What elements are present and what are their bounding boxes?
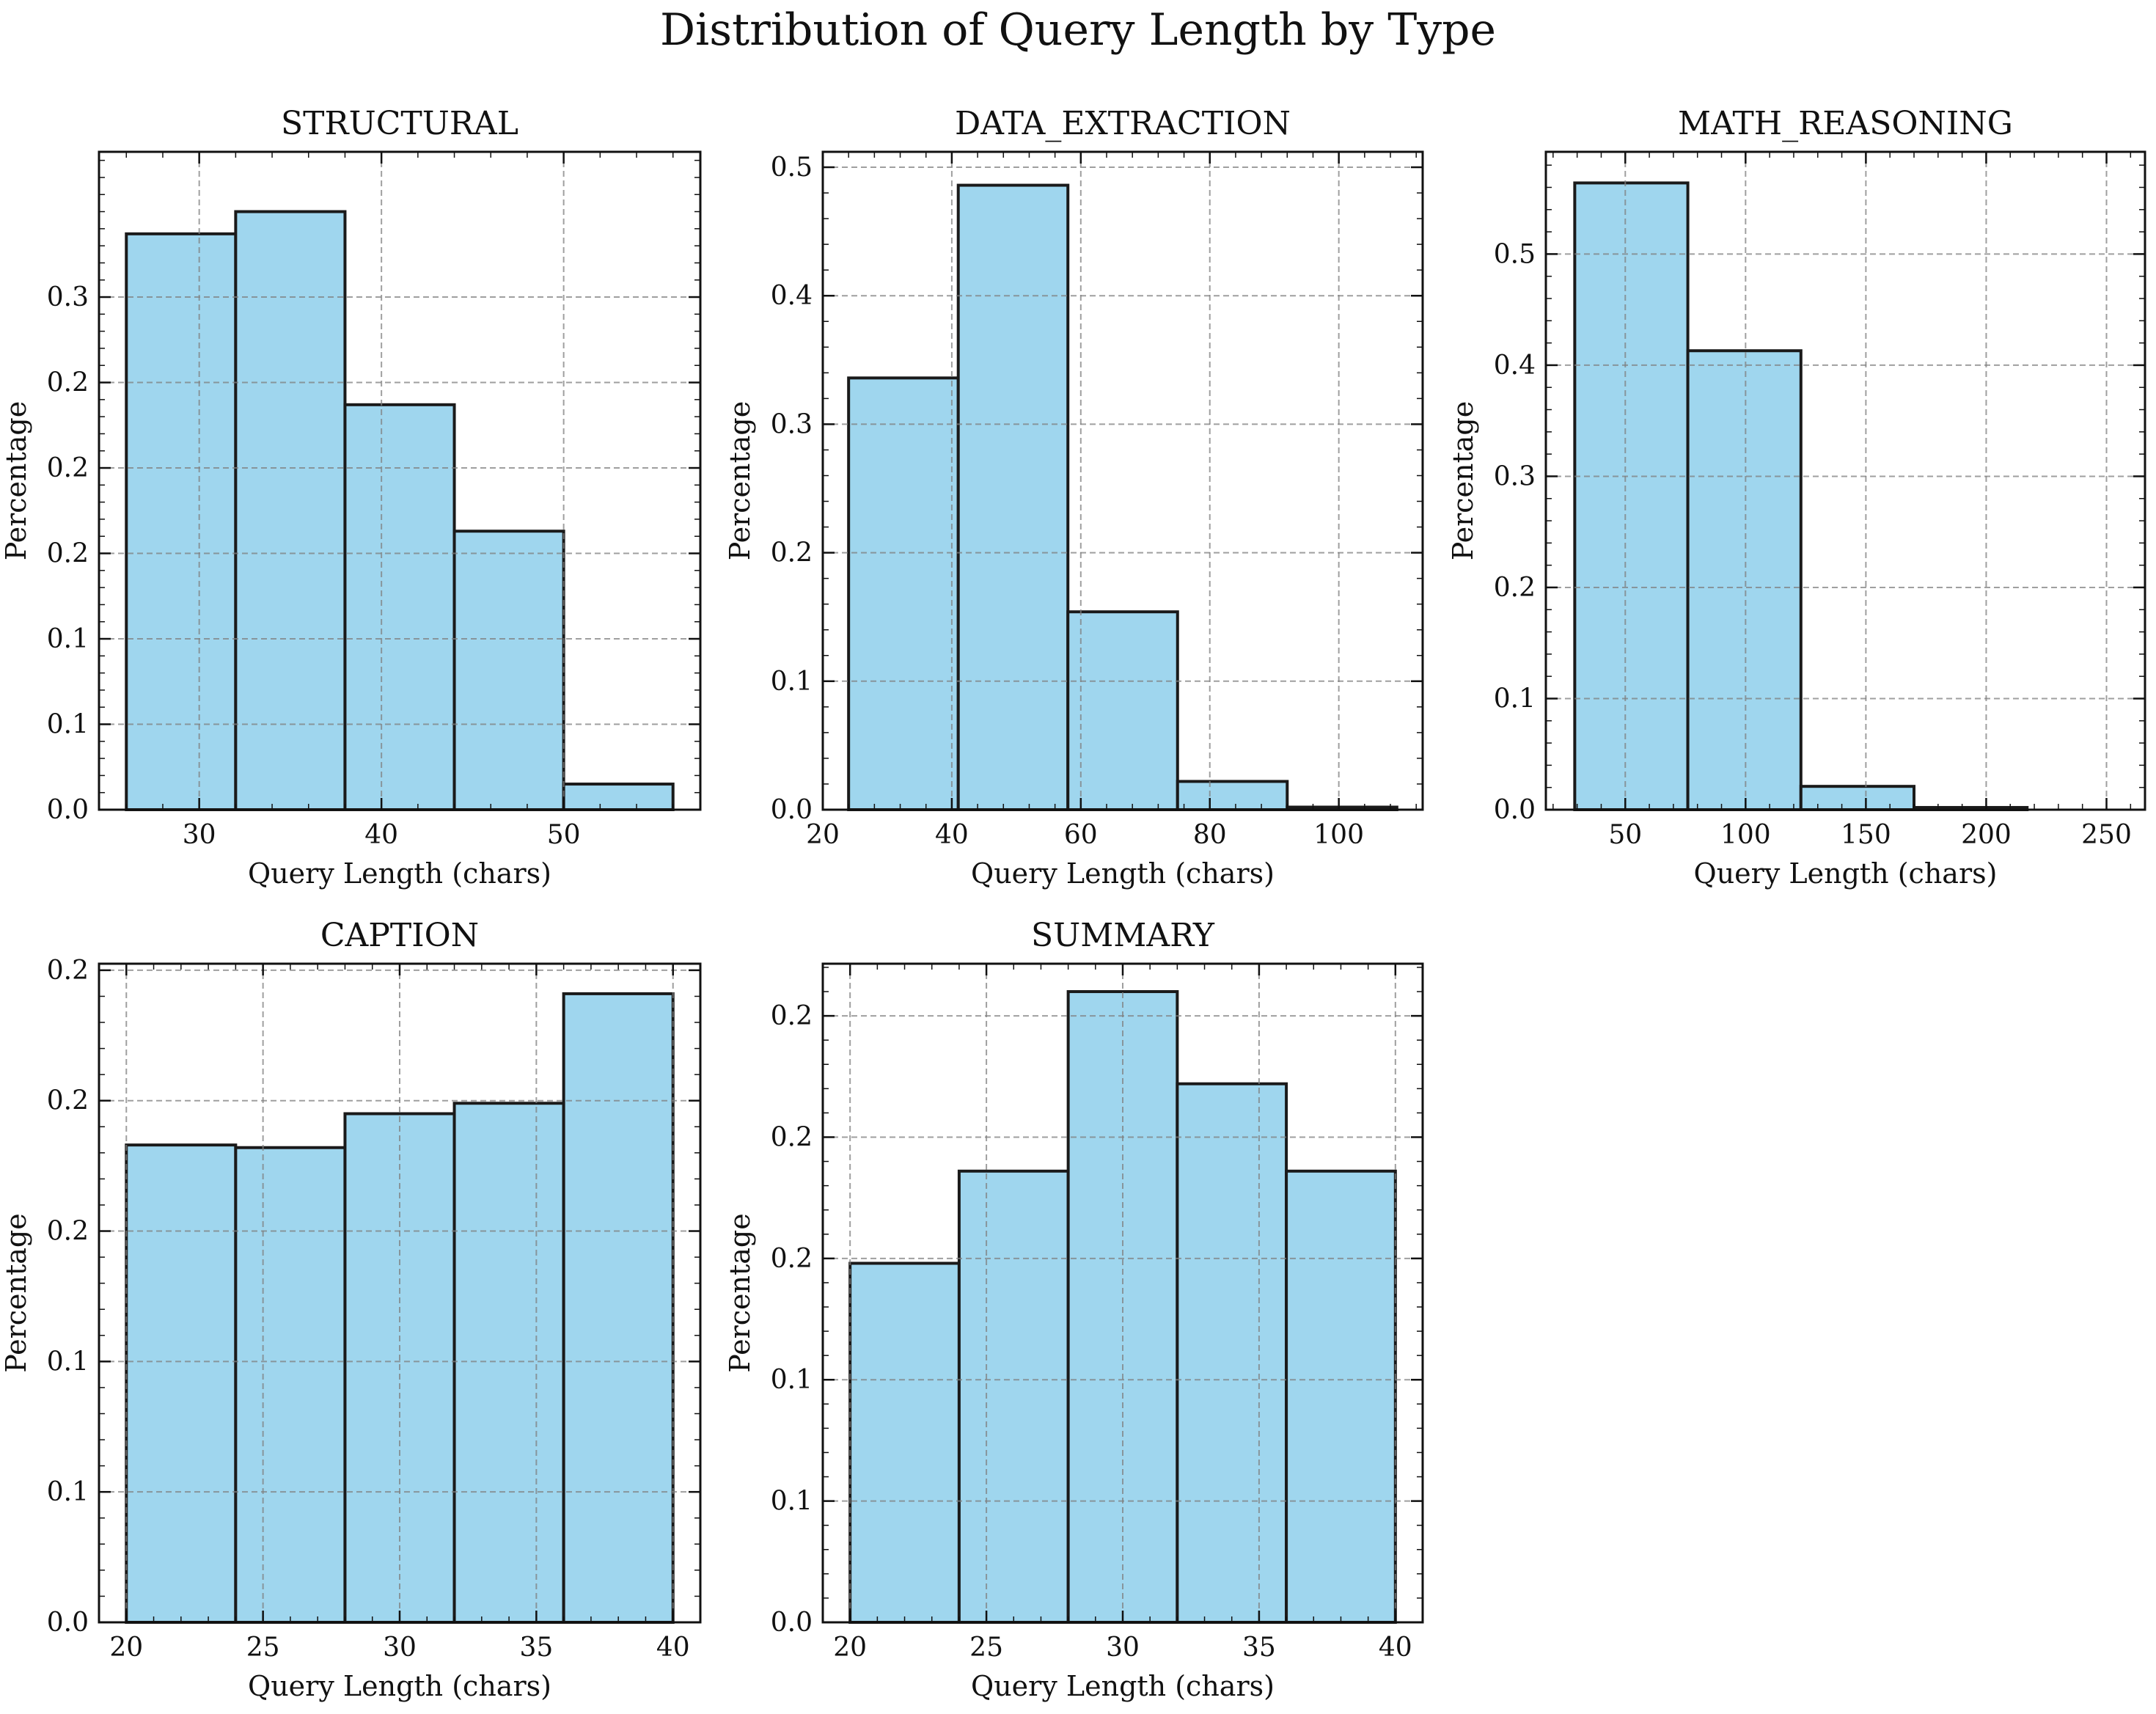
x-tick-label: 250 [2081,820,2132,850]
y-tick-label: 0.2 [47,539,89,569]
y-axis-label: Percentage [1447,401,1479,561]
subplot-title: SUMMARY [1031,917,1215,954]
histogram-bar [1573,181,1690,812]
y-tick-label: 0.1 [47,624,89,654]
y-tick-label: 0.0 [771,1608,813,1638]
subplot-title: CAPTION [320,917,479,954]
x-tick-label: 150 [1841,820,1891,850]
histogram-bar [1686,349,1803,811]
histogram-bar [234,210,347,811]
y-tick-label: 0.2 [771,1244,813,1274]
x-tick-label: 35 [519,1633,553,1663]
y-tick-label: 0.1 [771,667,813,697]
y-tick-label: 0.1 [1494,684,1536,714]
histogram-bar [847,376,960,811]
x-axis-label: Query Length (chars) [1694,857,1998,890]
y-tick-label: 0.2 [1494,573,1536,603]
x-tick-label: 35 [1242,1633,1276,1663]
subplot-math-reasoning: 50 100 150 200 250 0.0 0.1 0.2 0.3 0.4 0.5 MATH_REA… [1447,105,2146,890]
y-tick-label: 0.0 [47,1608,89,1638]
histogram-bar [562,783,675,812]
x-axis-label: Query Length (chars) [971,1670,1275,1702]
y-tick-label: 0.2 [47,1217,89,1247]
x-tick-label: 30 [183,820,216,850]
y-tick-label: 0.3 [771,409,813,439]
subplot-title: DATA_EXTRACTION [955,105,1291,142]
y-tick-label: 0.0 [47,795,89,825]
axes-frame [1544,150,2146,811]
histogram-bar [956,183,1070,811]
histogram-bar [562,992,675,1625]
histogram-bar [452,1102,565,1624]
y-tick-label: 0.4 [771,281,813,311]
x-axis-label: Query Length (chars) [971,857,1275,890]
subplot-title: MATH_REASONING [1678,105,2013,142]
x-axis-label: Query Length (chars) [248,1670,551,1702]
x-tick-label: 100 [1313,820,1364,850]
x-tick-label: 200 [1961,820,2012,850]
histogram-bar [343,403,456,811]
y-tick-label: 0.2 [47,453,89,483]
x-tick-label: 40 [656,1633,690,1663]
y-tick-label: 0.2 [771,1122,813,1152]
y-tick-label: 0.5 [771,153,813,183]
y-tick-label: 0.1 [47,1477,89,1507]
y-tick-label: 0.3 [47,282,89,312]
histogram-bar [234,1146,347,1625]
x-tick-label: 25 [246,1633,280,1663]
x-tick-label: 20 [833,1633,867,1663]
y-tick-label: 0.1 [771,1487,813,1517]
y-tick-label: 0.4 [1494,351,1536,381]
histogram-bar [1176,780,1289,811]
subplot-title: STRUCTURAL [281,105,518,142]
axes-frame [821,150,1424,811]
y-axis-label: Percentage [724,401,756,561]
x-tick-label: 30 [1106,1633,1140,1663]
y-tick-label: 0.5 [1494,239,1536,269]
histogram-bar [452,530,565,811]
y-tick-label: 0.1 [771,1365,813,1395]
y-tick-label: 0.0 [1494,795,1536,825]
axes-frame [98,150,702,811]
subplot-summary: 20 25 30 35 40 0.0 0.1 0.1 0.2 0.2 0.2 SUMMARY Query… [724,917,1424,1702]
x-tick-label: 50 [1608,820,1642,850]
y-tick-label: 0.2 [771,1001,813,1031]
subplot-caption: 20 25 30 35 40 0.0 0.1 0.1 0.2 0.2 0.2 CAPTION Query… [0,917,702,1702]
y-tick-label: 0.1 [47,1347,89,1377]
subplot-structural: 30 40 50 0.0 0.1 0.1 0.2 0.2 0.2 0.3 STRUCTURAL Que… [0,105,702,890]
x-tick-label: 20 [109,1633,143,1663]
x-tick-label: 25 [969,1633,1003,1663]
x-tick-label: 100 [1720,820,1771,850]
x-axis-label: Query Length (chars) [248,857,551,890]
x-tick-label: 40 [364,820,398,850]
y-tick-label: 0.3 [1494,461,1536,491]
subplot-data-extraction: 20 40 60 80 100 0.0 0.1 0.2 0.3 0.4 0.5 DATA_EXTRAC… [724,105,1424,890]
histogram-bar [125,232,238,812]
x-tick-label: 40 [935,820,969,850]
histogram-bar [957,1169,1070,1624]
x-tick-label: 60 [1064,820,1098,850]
y-tick-label: 0.0 [771,795,813,825]
y-tick-label: 0.2 [47,1086,89,1116]
x-tick-label: 50 [547,820,581,850]
histogram-bar [125,1143,238,1624]
y-axis-label: Percentage [0,401,32,561]
histogram-bar [1066,610,1179,811]
figure-title: Distribution of Query Length by Type [659,4,1497,56]
x-tick-label: 30 [383,1633,417,1663]
x-tick-label: 20 [806,820,840,850]
y-tick-label: 0.2 [771,538,813,568]
y-axis-label: Percentage [0,1213,32,1373]
y-tick-label: 0.1 [47,710,89,740]
histogram-bar [1285,1169,1397,1624]
x-tick-label: 40 [1379,1633,1412,1663]
histogram-bar [848,1261,961,1625]
y-tick-label: 0.2 [47,956,89,986]
histogram-bar [1176,1082,1288,1624]
y-tick-label: 0.2 [47,368,89,398]
y-axis-label: Percentage [724,1213,756,1373]
x-tick-label: 80 [1193,820,1227,850]
